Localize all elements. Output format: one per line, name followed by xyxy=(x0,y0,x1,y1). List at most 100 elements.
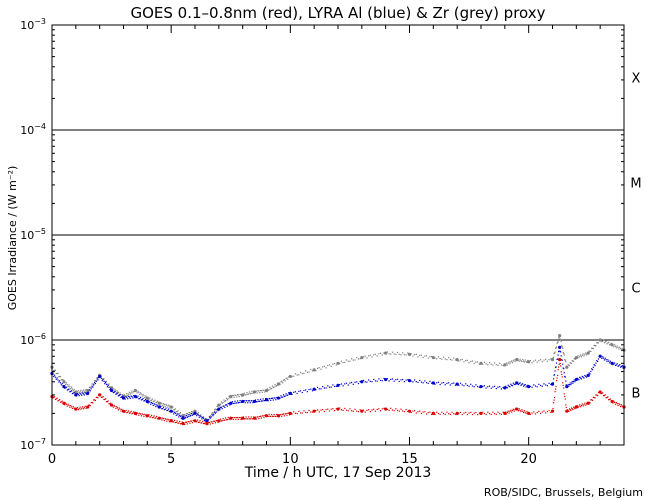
trace-dot xyxy=(74,394,76,396)
trace-dot xyxy=(62,403,64,405)
trace-dot xyxy=(90,386,92,388)
trace-dot xyxy=(189,415,191,417)
trace-dot xyxy=(506,387,508,389)
trace-dot xyxy=(92,386,94,388)
data-point xyxy=(558,345,562,350)
trace-dot xyxy=(187,415,189,418)
trace-dot xyxy=(511,411,513,413)
trace-dot xyxy=(560,339,562,341)
trace-dot xyxy=(196,419,199,421)
trace-dot xyxy=(282,396,284,398)
trace-dot xyxy=(597,360,599,363)
trace-dot xyxy=(414,410,416,412)
trace-dot xyxy=(202,416,205,418)
trace-dot xyxy=(214,422,217,424)
trace-dot xyxy=(436,382,438,384)
trace-dot xyxy=(231,416,233,419)
trace-dot xyxy=(568,364,570,366)
trace-dot xyxy=(235,394,237,396)
trace-dot xyxy=(199,415,201,417)
trace-dot xyxy=(164,405,166,407)
trace-dot xyxy=(311,411,314,413)
trace-dot xyxy=(515,359,517,361)
trace-dot xyxy=(579,376,581,378)
trace-dot xyxy=(67,385,69,388)
trace-dot xyxy=(572,409,574,411)
trace-dot xyxy=(93,399,95,401)
trace-dot xyxy=(550,411,552,414)
trace-dot xyxy=(482,385,484,388)
trace-dot xyxy=(610,342,612,344)
data-point xyxy=(503,386,507,390)
trace-dot xyxy=(169,407,171,409)
trace-dot xyxy=(68,388,70,390)
trace-dot xyxy=(130,392,132,394)
trace-dot xyxy=(458,384,460,386)
trace-dot xyxy=(614,403,617,405)
trace-dot xyxy=(294,391,297,393)
trace-dot xyxy=(235,418,237,421)
trace-dot xyxy=(442,413,445,415)
trace-dot xyxy=(261,391,263,393)
trace-dot xyxy=(236,396,238,398)
trace-dot xyxy=(98,377,100,379)
trace-dot xyxy=(186,423,188,425)
y-axis-label: GOES Irradiance / (W m⁻²) xyxy=(6,166,19,311)
trace-dot xyxy=(124,395,126,398)
trace-dot xyxy=(453,382,455,384)
trace-dot xyxy=(142,393,144,395)
trace-dot xyxy=(56,377,58,379)
trace-dot xyxy=(133,411,135,413)
trace-dot xyxy=(606,343,608,345)
trace-dot xyxy=(160,402,162,404)
trace-dot xyxy=(598,392,600,394)
trace-dot xyxy=(139,396,142,398)
data-point xyxy=(360,409,364,413)
trace-dot xyxy=(600,338,602,340)
trace-dot xyxy=(266,415,268,417)
trace-dot xyxy=(354,408,356,410)
trace-dot xyxy=(162,404,164,407)
trace-dot xyxy=(586,401,588,403)
trace-dot xyxy=(160,417,162,419)
trace-dot xyxy=(478,386,480,388)
trace-dot xyxy=(219,409,221,411)
trace-dot xyxy=(550,383,552,386)
trace-dot xyxy=(558,350,560,352)
trace-dot xyxy=(561,359,563,361)
trace-dot xyxy=(143,415,145,417)
trace-dot xyxy=(573,380,575,383)
trace-dot xyxy=(124,398,126,400)
data-point xyxy=(431,355,435,360)
trace-dot xyxy=(340,360,343,362)
trace-dot xyxy=(71,407,74,410)
trace-dot xyxy=(427,411,429,414)
trace-dot xyxy=(197,412,200,414)
data-point xyxy=(550,358,555,362)
trace-dot xyxy=(66,389,68,391)
trace-dot xyxy=(374,410,377,412)
trace-dot xyxy=(248,391,251,393)
trace-dot xyxy=(280,381,282,383)
trace-dot xyxy=(608,399,610,401)
trace-dot xyxy=(283,415,285,417)
trace-dot xyxy=(609,343,611,345)
trace-dot xyxy=(376,408,378,411)
data-point xyxy=(479,384,483,389)
trace-dot xyxy=(560,371,562,373)
trace-dot xyxy=(211,412,213,414)
trace-dot xyxy=(228,402,230,405)
trace-dot xyxy=(267,389,269,391)
trace-dot xyxy=(378,353,380,355)
trace-dot xyxy=(417,381,419,383)
trace-dot xyxy=(183,416,185,418)
trace-dot xyxy=(200,422,202,424)
trace-dot xyxy=(201,418,203,420)
trace-dot xyxy=(185,414,188,417)
trace-dot xyxy=(471,360,474,362)
trace-dot xyxy=(345,359,348,361)
trace-dot xyxy=(53,375,55,378)
trace-dot xyxy=(310,368,312,371)
trace-dot xyxy=(340,409,343,411)
trace-dot xyxy=(196,413,199,415)
